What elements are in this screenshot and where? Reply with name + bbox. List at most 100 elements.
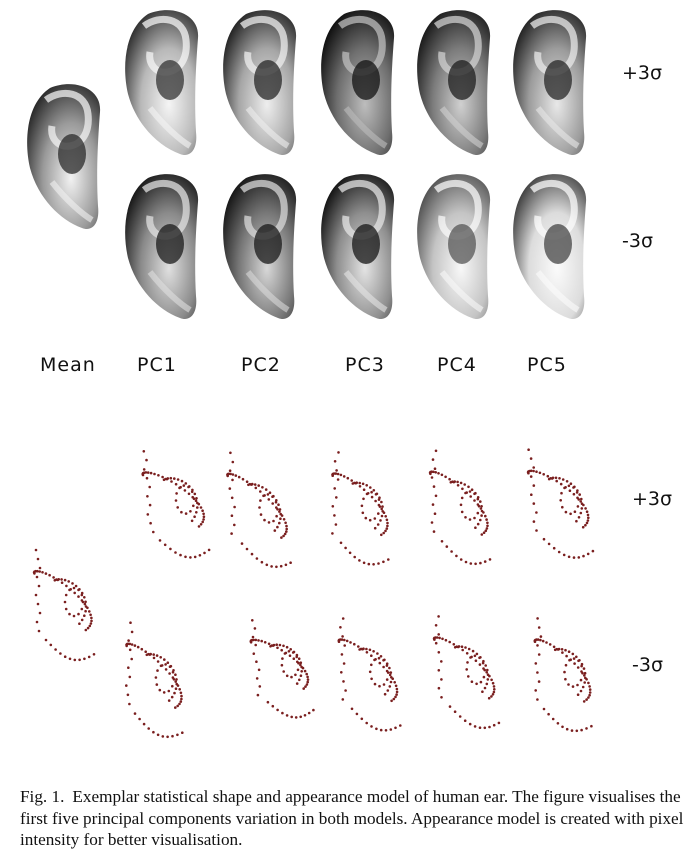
landmark-point — [575, 491, 579, 494]
landmark-point — [470, 488, 474, 492]
landmark-point — [370, 654, 373, 657]
landmark-point — [335, 469, 338, 472]
landmark-point — [307, 711, 311, 715]
landmark-point — [184, 512, 188, 515]
landmark-point — [196, 506, 199, 509]
landmark-point — [156, 669, 159, 672]
landmark-point — [142, 468, 146, 471]
landmark-point — [340, 653, 344, 656]
landmark-point — [272, 519, 275, 523]
landmark-point — [148, 485, 151, 489]
landmark-point — [176, 733, 179, 737]
landmark-point — [252, 652, 256, 655]
appearance-row-label-plus3sigma: +3σ — [622, 62, 663, 84]
landmark-point — [576, 693, 580, 696]
landmark-point — [478, 726, 482, 729]
landmark-point — [267, 521, 271, 524]
landmark-point — [380, 507, 384, 511]
landmark-point — [297, 661, 300, 665]
landmark-point — [586, 552, 590, 556]
landmark-point — [479, 561, 482, 565]
landmark-point — [167, 689, 171, 693]
landmark-point — [259, 513, 263, 516]
landmark-point — [285, 674, 289, 678]
landmark-point — [305, 672, 309, 676]
landmark-point — [465, 668, 469, 671]
landmark-point — [389, 728, 393, 731]
landmark-point — [357, 645, 360, 648]
landmark-point — [343, 638, 346, 642]
landmark-point — [365, 492, 369, 496]
landmark-point — [254, 643, 257, 647]
landmark-point — [478, 663, 482, 666]
landmark-point — [577, 516, 581, 519]
landmark-point — [582, 667, 586, 670]
landmark-point — [588, 691, 592, 694]
landmark-point — [469, 495, 473, 498]
landmark-point — [278, 643, 282, 647]
landmark-point — [480, 505, 483, 508]
landmark-point — [434, 494, 438, 498]
landmark-point — [202, 518, 205, 521]
landmark-point — [153, 472, 156, 476]
landmark-point — [537, 653, 541, 656]
landmark-point — [385, 527, 389, 530]
landmark-point — [303, 669, 307, 673]
landmark-point — [346, 476, 350, 480]
landmark-point — [493, 688, 496, 691]
landmark-point — [86, 626, 90, 630]
landmark-point — [384, 529, 387, 533]
landmark-point — [554, 476, 558, 480]
landmark-point — [284, 521, 287, 525]
landmark-point — [374, 499, 377, 503]
landmark-point — [485, 518, 488, 521]
landmark-point — [38, 570, 41, 573]
landmark-point — [380, 500, 383, 504]
landmark-point — [567, 484, 571, 488]
landmark-point — [491, 693, 495, 696]
landmark-point — [459, 558, 463, 561]
landmark-point — [373, 526, 377, 530]
landmark-point — [149, 652, 152, 656]
landmark-point — [282, 644, 285, 648]
landmark-point — [382, 665, 385, 669]
landmark-point — [168, 665, 172, 668]
landmark-point — [253, 483, 257, 486]
landmark-point — [84, 600, 87, 604]
landmark-point — [230, 514, 234, 517]
landmark-point — [379, 655, 383, 658]
landmark-point — [180, 697, 183, 701]
landmark-point — [385, 664, 389, 667]
landmark-point — [370, 677, 373, 681]
landmark-point — [536, 671, 539, 674]
figure-number: Fig. 1. — [20, 787, 65, 806]
landmark-point — [380, 533, 383, 537]
landmark-point — [37, 629, 41, 633]
landmark-point — [241, 477, 245, 481]
landmark-point — [312, 708, 315, 712]
landmark-point — [563, 486, 566, 490]
landmark-point — [298, 678, 301, 682]
landmark-point — [285, 645, 289, 649]
landmark-point — [199, 523, 203, 526]
landmark-point — [266, 493, 270, 496]
landmark-point — [547, 712, 550, 716]
landmark-point — [572, 486, 575, 489]
landmark-point — [434, 471, 438, 474]
landmark-point — [476, 522, 480, 526]
landmark-point — [334, 472, 338, 475]
landmark-point — [581, 685, 585, 689]
landmark-point — [537, 680, 541, 683]
landmark-point — [254, 486, 258, 490]
landmark-shape-pc5-minus — [533, 617, 593, 733]
landmark-point — [174, 673, 177, 676]
landmark-point — [163, 543, 167, 547]
landmark-point — [483, 560, 487, 563]
landmark-point — [183, 489, 187, 492]
landmark-point — [34, 569, 37, 573]
landmark-point — [178, 688, 181, 691]
landmark-point — [176, 704, 179, 708]
landmark-point — [166, 477, 170, 480]
landmark-point — [392, 697, 396, 701]
landmark-point — [255, 660, 258, 663]
